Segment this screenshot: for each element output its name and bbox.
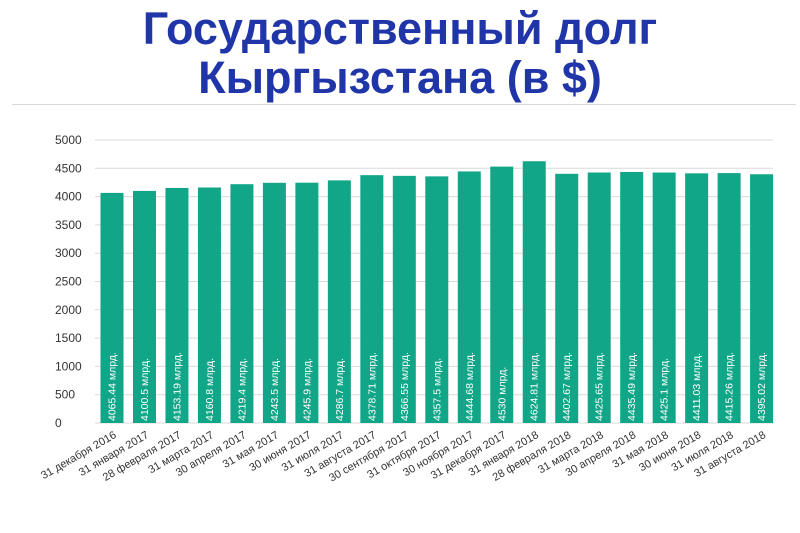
y-tick-label: 4000 xyxy=(55,190,82,204)
title-divider xyxy=(12,104,796,105)
bar xyxy=(295,182,319,423)
bar-value-label: 4065.44 млрд. xyxy=(107,352,119,421)
bar-value-label: 4357.5 млрд. xyxy=(431,358,443,421)
title-line-1: Государственный долг xyxy=(142,3,658,54)
bar-value-label: 4395.02 млрд. xyxy=(756,352,768,421)
bar xyxy=(717,173,741,423)
bar xyxy=(652,172,676,423)
bar xyxy=(392,175,416,423)
y-tick-label: 2500 xyxy=(55,275,82,289)
bar-value-label: 4286.7 млрд. xyxy=(334,358,346,421)
y-tick-label: 4500 xyxy=(55,161,82,175)
bar xyxy=(490,166,514,424)
bar xyxy=(425,176,449,423)
title-line-2: Кыргызстана (в $) xyxy=(198,52,602,103)
bar xyxy=(620,171,644,423)
bar-value-label: 4530 млрд. xyxy=(496,367,508,421)
bar xyxy=(685,173,709,423)
bar-value-label: 4153.19 млрд. xyxy=(171,352,183,421)
bar xyxy=(360,175,384,423)
bar-value-label: 4378.71 млрд. xyxy=(366,352,378,421)
bar xyxy=(132,190,156,423)
bar-value-label: 4425.65 млрд. xyxy=(594,352,606,421)
bar-value-label: 4425.1 млрд. xyxy=(659,358,671,421)
bar xyxy=(555,173,579,423)
bar xyxy=(587,172,611,423)
y-tick-label: 500 xyxy=(55,388,75,402)
chart-title: Государственный долг Кыргызстана (в $) xyxy=(0,4,800,102)
y-tick-label: 5000 xyxy=(55,133,82,147)
y-tick-label: 3000 xyxy=(55,246,82,260)
bar-value-label: 4624.81 млрд. xyxy=(529,352,541,421)
bar-value-label: 4245.9 млрд. xyxy=(301,358,313,421)
bar-value-label: 4415.26 млрд. xyxy=(724,352,736,421)
bar-value-label: 4411.03 млрд. xyxy=(691,353,703,421)
y-tick-label: 2000 xyxy=(55,303,82,317)
bar-value-label: 4243.5 млрд. xyxy=(269,358,281,421)
bar-value-label: 4444.68 млрд. xyxy=(464,352,476,421)
y-tick-label: 0 xyxy=(55,416,62,430)
bar xyxy=(457,171,481,423)
y-tick-label: 3500 xyxy=(55,218,82,232)
bar-value-label: 4100.5 млрд. xyxy=(139,358,151,421)
bar-value-label: 4219.4 млрд. xyxy=(236,358,248,421)
bar xyxy=(197,187,221,423)
bar xyxy=(165,187,189,423)
bar xyxy=(750,174,774,423)
bar xyxy=(100,192,124,423)
bar-value-label: 4402.67 млрд. xyxy=(561,352,573,421)
bar xyxy=(262,182,286,423)
bar-value-label: 4366.55 млрд. xyxy=(399,352,411,421)
bar xyxy=(327,180,351,423)
bar-value-label: 4435.49 млрд. xyxy=(626,352,638,421)
bar-value-label: 4160.8 млрд. xyxy=(204,358,216,421)
y-tick-label: 1000 xyxy=(55,359,82,373)
bar xyxy=(522,161,546,423)
y-tick-label: 1500 xyxy=(55,331,82,345)
bar xyxy=(230,184,254,423)
